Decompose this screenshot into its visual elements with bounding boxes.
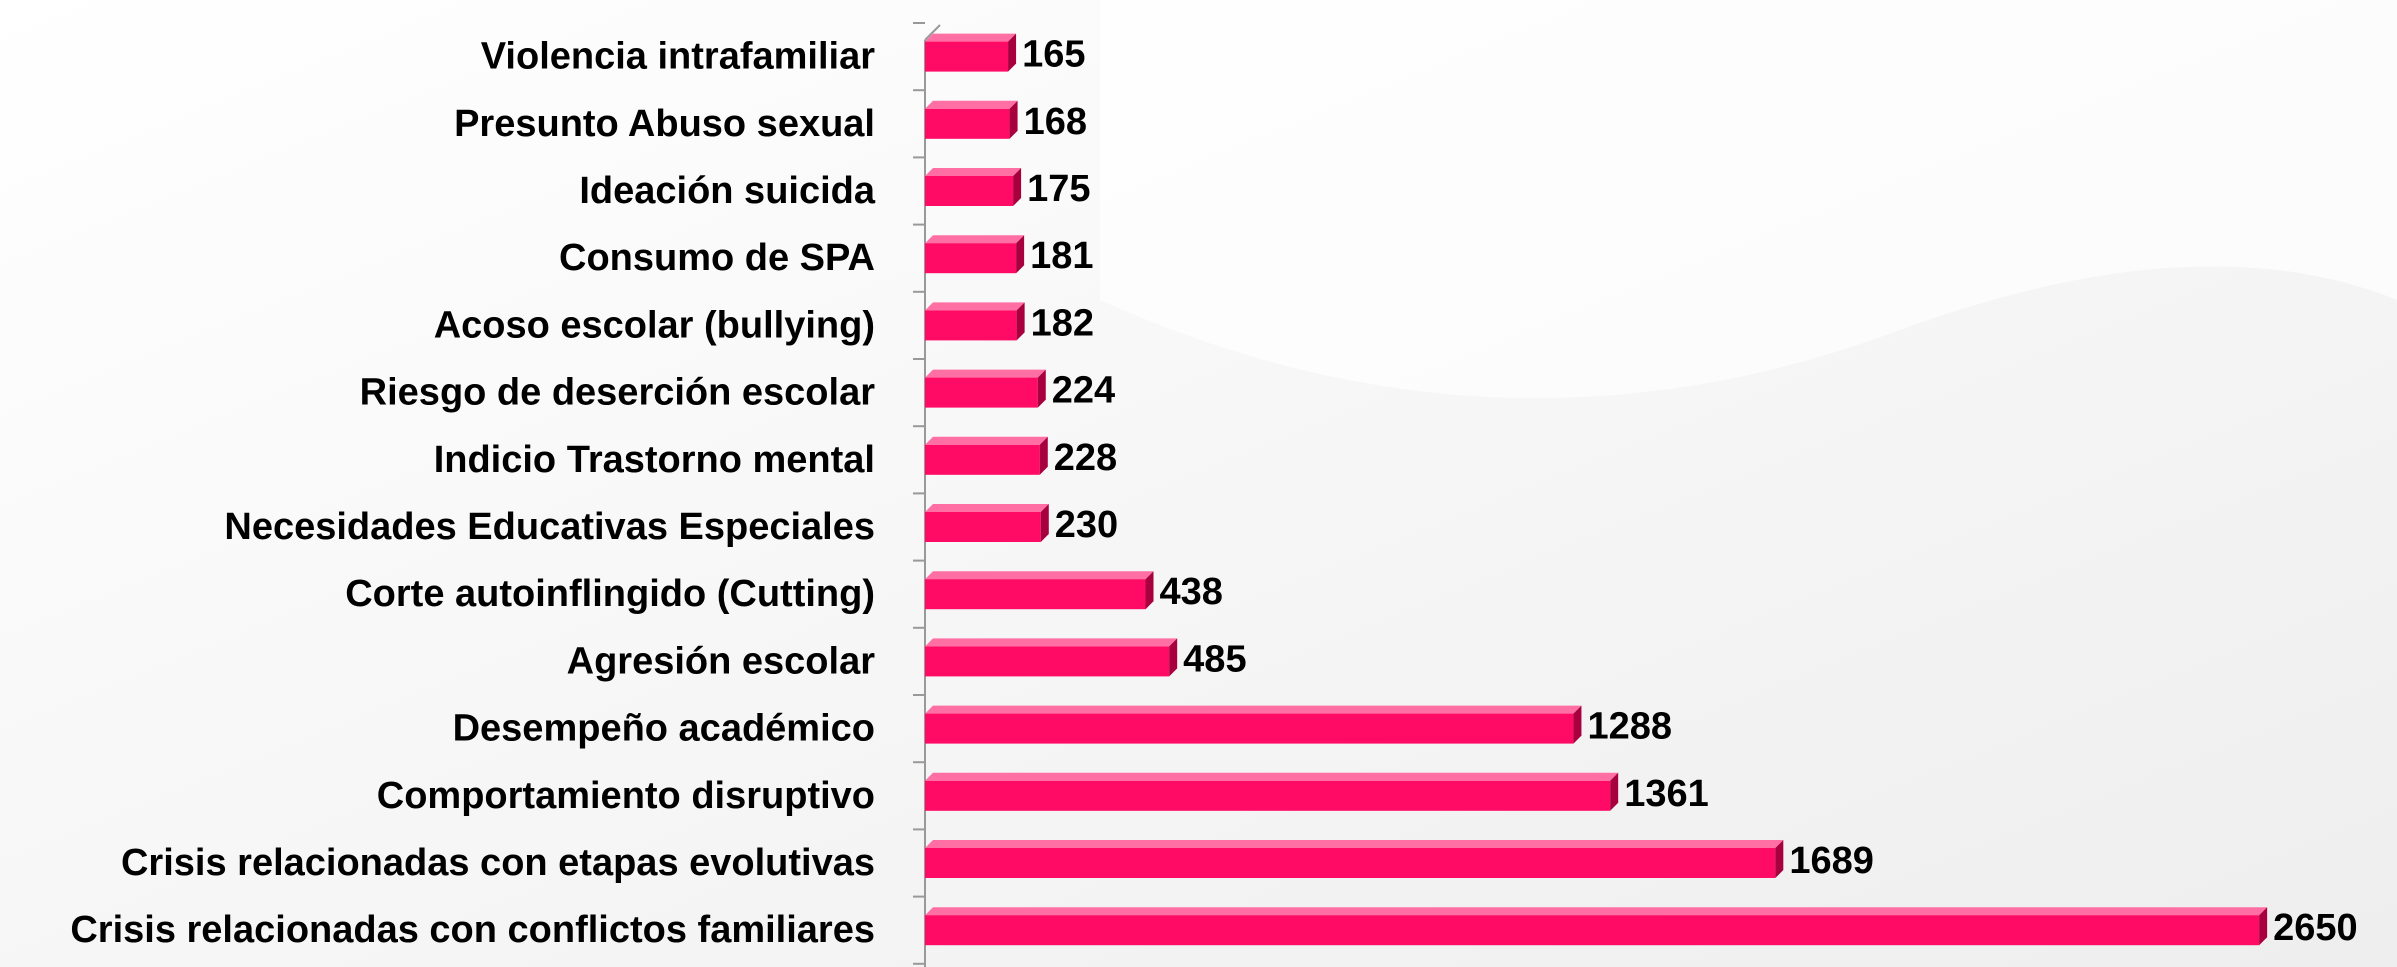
- bar-side: [1016, 235, 1025, 274]
- value-label: 230: [1055, 504, 1118, 546]
- bar-top: [925, 772, 1619, 781]
- value-label: 224: [1052, 370, 1115, 412]
- y-tick-label: Crisis relacionadas con etapas evolutiva…: [121, 842, 875, 884]
- axis-depth: [924, 24, 941, 41]
- bar-side: [2259, 907, 2268, 946]
- value-label: 438: [1160, 571, 1223, 613]
- bar-top: [925, 235, 1025, 244]
- bar: [925, 310, 1017, 341]
- bar: [925, 108, 1010, 139]
- y-tick-label: Consumo de SPA: [559, 237, 875, 279]
- bar-top: [925, 100, 1018, 109]
- bar: [925, 915, 2260, 946]
- bar: [925, 646, 1170, 677]
- bar: [925, 176, 1014, 206]
- value-label: 228: [1054, 437, 1117, 479]
- bar: [925, 41, 1009, 72]
- bar-side: [1008, 33, 1017, 72]
- value-label: 165: [1022, 34, 1085, 76]
- bar: [925, 444, 1040, 475]
- bar-side: [1039, 436, 1048, 475]
- value-label: 1689: [1789, 840, 1874, 882]
- value-label: 175: [1027, 168, 1090, 210]
- background-swoosh: [1100, 0, 2397, 399]
- value-label: 2650: [2273, 907, 2358, 949]
- bar-top: [925, 369, 1046, 378]
- bar: [925, 780, 1611, 811]
- bar-side: [1040, 504, 1049, 542]
- value-label: 168: [1024, 101, 1087, 143]
- y-tick-label: Acoso escolar (bullying): [434, 304, 875, 346]
- value-label: 181: [1030, 235, 1093, 277]
- value-label: 182: [1031, 302, 1094, 344]
- y-tick-label: Crisis relacionadas con conflictos famil…: [70, 909, 875, 951]
- bar-side: [1013, 168, 1022, 206]
- bar-side: [1169, 638, 1178, 677]
- bar-top: [925, 571, 1154, 580]
- bar-side: [1145, 571, 1154, 610]
- bar: [925, 713, 1574, 744]
- bar-top: [925, 302, 1025, 311]
- y-tick-label: Indicio Trastorno mental: [434, 439, 875, 481]
- bar: [925, 243, 1017, 274]
- bar-top: [925, 840, 1784, 848]
- y-tick-label: Desempeño académico: [453, 708, 875, 750]
- bar-top: [925, 705, 1582, 714]
- bar: [925, 848, 1776, 878]
- bar-side: [1037, 369, 1046, 408]
- y-tick-label: Agresión escolar: [567, 640, 876, 682]
- bar-side: [1016, 302, 1025, 341]
- bar: [925, 377, 1038, 408]
- bar: [925, 512, 1041, 542]
- value-label: 485: [1183, 638, 1246, 680]
- bar-side: [1009, 100, 1018, 139]
- bar-side: [1573, 705, 1582, 744]
- bar-top: [925, 638, 1178, 647]
- y-tick-label: Corte autoinflingido (Cutting): [345, 573, 875, 615]
- y-tick-label: Ideación suicida: [579, 170, 876, 212]
- y-tick-label: Violencia intrafamiliar: [481, 36, 875, 78]
- bar-top: [925, 436, 1048, 445]
- value-label: 1361: [1624, 773, 1709, 815]
- bar-top: [925, 907, 2268, 916]
- y-tick-label: Presunto Abuso sexual: [454, 103, 875, 145]
- bar-side: [1610, 772, 1619, 811]
- y-tick-label: Comportamiento disruptivo: [377, 775, 875, 817]
- bar-side: [1775, 840, 1784, 878]
- value-label: 1288: [1587, 706, 1672, 748]
- bar-top: [925, 168, 1022, 176]
- y-tick-label: Necesidades Educativas Especiales: [224, 506, 875, 548]
- bar: [925, 579, 1146, 610]
- y-tick-label: Riesgo de deserción escolar: [360, 372, 876, 414]
- bar-top: [925, 33, 1017, 42]
- bar-top: [925, 504, 1049, 512]
